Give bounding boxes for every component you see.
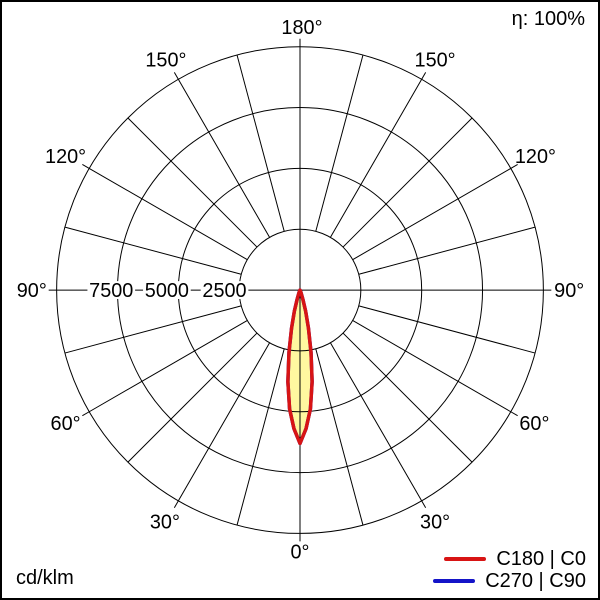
- angle-labels: 180° 150° 150° 120° 120° 90° 90° 60° 60°…: [17, 17, 584, 563]
- polar-grid-layer: [48, 38, 552, 542]
- legend-item-c270-c90: C270 | C90: [433, 570, 586, 592]
- radial-label-box: [87, 281, 136, 300]
- angle-label-120-right: 120°: [515, 146, 556, 168]
- angle-label-30-left: 30°: [150, 511, 180, 533]
- unit-label: cd/klm: [16, 567, 74, 589]
- radial-axis-labels: 7500 5000 2500: [87, 280, 249, 302]
- angle-label-90-left: 90°: [17, 280, 47, 302]
- angle-label-180: 180°: [281, 17, 322, 39]
- angle-label-30-right: 30°: [420, 511, 450, 533]
- angle-label-0: 0°: [290, 541, 309, 563]
- intensity-curve-layer: [286, 288, 314, 446]
- angle-label-120-left: 120°: [45, 146, 86, 168]
- legend-line-blue: [433, 579, 476, 583]
- legend-line-red: [444, 557, 487, 561]
- legend: C180 | C0 C270 | C90: [433, 548, 586, 592]
- radial-tick-5000: 5000: [145, 280, 189, 302]
- angle-label-150-left: 150°: [145, 50, 186, 72]
- angle-label-60-right: 60°: [519, 413, 549, 435]
- angle-label-90-right: 90°: [554, 280, 584, 302]
- legend-label-c180-c0: C180 | C0: [496, 548, 586, 570]
- radial-tick-7500: 7500: [89, 280, 133, 302]
- radial-label-box: [200, 281, 249, 300]
- radial-label-box: [143, 281, 191, 300]
- efficiency-label: η: 100%: [511, 8, 585, 30]
- legend-label-c270-c90: C270 | C90: [485, 570, 586, 592]
- angle-label-60-left: 60°: [51, 413, 81, 435]
- angle-label-150-right: 150°: [415, 50, 456, 72]
- legend-item-c180-c0: C180 | C0: [444, 548, 586, 570]
- radial-tick-2500: 2500: [202, 280, 246, 302]
